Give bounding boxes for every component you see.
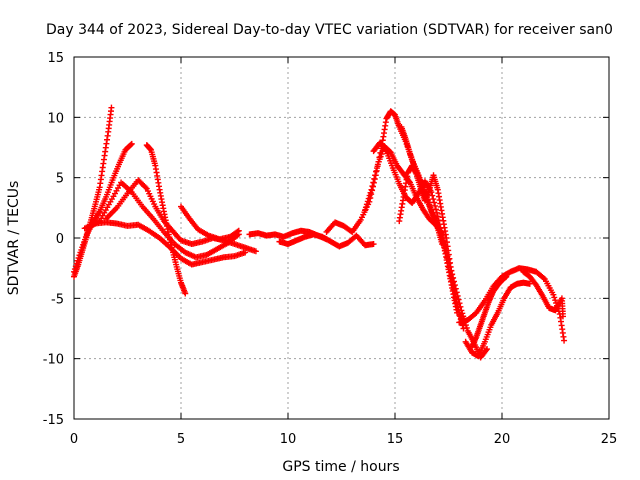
- data-point: [366, 192, 373, 199]
- series-arc7: [178, 203, 242, 243]
- y-tick-label: -5: [51, 292, 64, 307]
- x-tick-label: 15: [387, 432, 404, 447]
- data-point: [561, 337, 568, 344]
- data-point: [182, 290, 189, 297]
- data-series: [71, 104, 568, 361]
- data-point: [128, 140, 135, 147]
- data-point: [362, 204, 369, 211]
- series-arc11: [362, 143, 491, 361]
- data-point: [371, 175, 378, 182]
- data-point: [526, 280, 533, 287]
- data-point: [72, 263, 79, 270]
- data-point: [234, 228, 241, 235]
- data-point: [484, 346, 491, 353]
- y-tick-label: 5: [56, 172, 64, 187]
- series-arc14: [398, 123, 461, 316]
- data-point: [372, 172, 379, 179]
- data-point: [73, 260, 80, 267]
- data-point: [370, 179, 377, 186]
- y-tick-label: -15: [43, 413, 64, 428]
- series-arc9: [276, 231, 377, 250]
- series-arc16: [456, 265, 568, 344]
- data-point: [142, 184, 149, 191]
- data-point: [75, 254, 82, 261]
- x-tick-label: 0: [70, 432, 78, 447]
- data-point: [74, 257, 81, 264]
- data-point: [252, 248, 259, 255]
- data-point: [430, 196, 437, 203]
- data-point: [362, 207, 369, 214]
- data-point: [369, 183, 376, 190]
- y-axis: -15 -10 -5 0 5 10 15: [43, 51, 609, 428]
- data-point: [363, 201, 370, 208]
- x-axis-label: GPS time / hours: [282, 459, 399, 475]
- x-tick-label: 25: [601, 432, 618, 447]
- data-point: [382, 146, 389, 153]
- data-point: [76, 252, 83, 259]
- data-point: [559, 313, 566, 320]
- data-point: [550, 291, 557, 298]
- series-arc17: [469, 273, 510, 350]
- data-point: [365, 195, 372, 202]
- data-point: [454, 309, 461, 316]
- series-arc15: [462, 279, 533, 360]
- data-point: [71, 266, 78, 273]
- chart-title: Day 344 of 2023, Sidereal Day-to-day VTE…: [46, 22, 613, 38]
- y-axis-label: SDTVAR / TECUs: [6, 181, 22, 296]
- data-point: [235, 227, 242, 234]
- x-axis: 0 5 10 15 20 25: [70, 57, 617, 447]
- y-tick-label: 10: [47, 111, 64, 126]
- data-point: [429, 192, 436, 199]
- data-point: [540, 274, 547, 281]
- data-point: [127, 141, 134, 148]
- series-arc6: [143, 142, 189, 297]
- x-tick-label: 10: [280, 432, 297, 447]
- y-tick-label: -10: [43, 353, 64, 368]
- data-point: [368, 186, 375, 193]
- data-point: [552, 297, 559, 304]
- data-point: [431, 199, 438, 206]
- data-point: [364, 198, 371, 205]
- data-point: [370, 241, 377, 248]
- data-point: [432, 206, 439, 213]
- x-tick-label: 20: [494, 432, 511, 447]
- data-point: [551, 294, 558, 301]
- data-point: [71, 268, 77, 275]
- x-tick-label: 5: [177, 432, 185, 447]
- y-tick-label: 15: [47, 51, 64, 66]
- data-point: [367, 189, 374, 196]
- data-point: [373, 168, 380, 175]
- data-point: [432, 202, 439, 209]
- data-point: [108, 104, 115, 111]
- series-arc18: [520, 268, 566, 320]
- data-point: [373, 165, 380, 172]
- y-tick-label: 0: [56, 232, 64, 247]
- grid: [74, 57, 609, 419]
- series-arc2: [71, 140, 135, 275]
- data-point: [503, 273, 510, 280]
